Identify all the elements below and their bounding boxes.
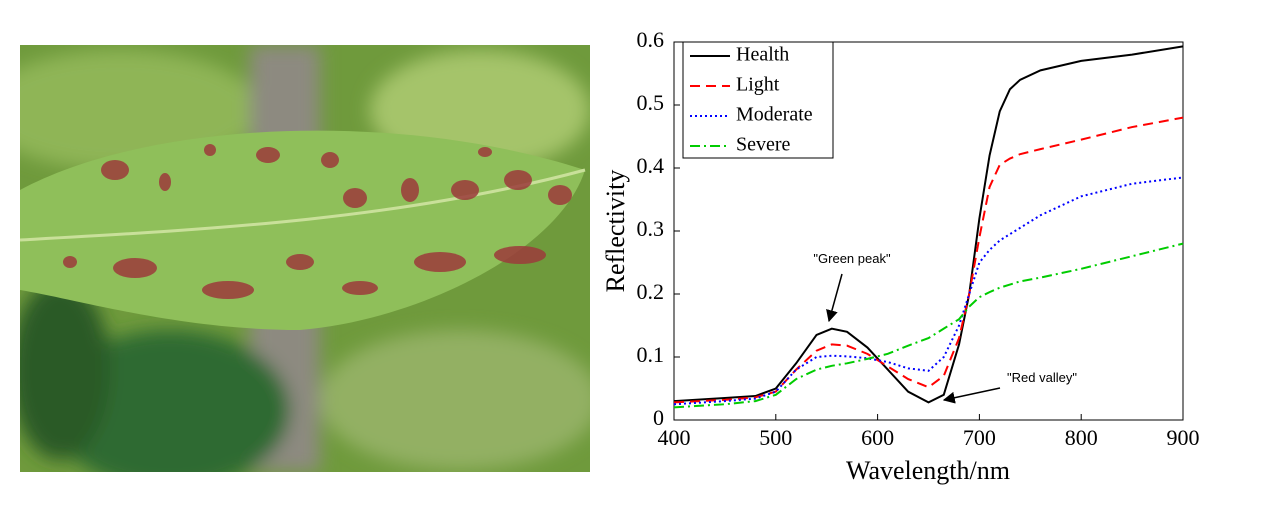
- annotation: "Red valley": [1007, 370, 1077, 385]
- legend-label: Moderate: [736, 104, 813, 126]
- series-line: [673, 116, 1184, 404]
- legend-label: Light: [736, 74, 780, 96]
- annotation-arrow: [826, 273, 843, 323]
- x-tick-label: 600: [861, 425, 894, 450]
- y-tick-label: 0.3: [637, 216, 665, 241]
- x-tick-label: 700: [963, 425, 996, 450]
- leaf-photo: [20, 45, 590, 472]
- x-tick-label: 800: [1065, 425, 1098, 450]
- legend-label: Severe: [736, 134, 791, 156]
- series-line: [673, 242, 1184, 409]
- y-tick-label: 0.5: [637, 90, 665, 115]
- x-tick-label: 400: [658, 425, 691, 450]
- series-line: [673, 45, 1184, 404]
- x-tick-label: 900: [1167, 425, 1200, 450]
- y-tick-label: 0.2: [637, 279, 665, 304]
- y-tick-label: 0.6: [637, 27, 665, 52]
- y-axis-label: Reflectivity: [601, 170, 630, 293]
- annotation-arrow: [942, 387, 1001, 404]
- x-tick-label: 500: [759, 425, 792, 450]
- y-tick-label: 0.4: [637, 153, 665, 178]
- legend-label: Health: [736, 44, 789, 66]
- annotation: "Green peak": [813, 251, 891, 266]
- y-tick-label: 0: [653, 405, 664, 430]
- series-line: [673, 176, 1184, 406]
- legend-box: [682, 41, 834, 159]
- x-axis-label: Wavelength/nm: [846, 456, 1010, 485]
- y-tick-label: 0.1: [637, 342, 665, 367]
